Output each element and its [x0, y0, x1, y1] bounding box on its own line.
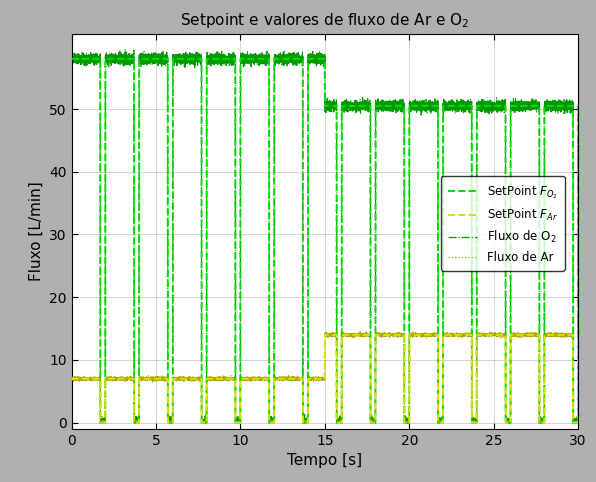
- Y-axis label: Fluxo [L/min]: Fluxo [L/min]: [29, 182, 44, 281]
- Title: Setpoint e valores de fluxo de Ar e O$_2$: Setpoint e valores de fluxo de Ar e O$_2…: [180, 12, 470, 30]
- X-axis label: Tempo [s]: Tempo [s]: [287, 454, 362, 469]
- Legend: SetPoint $F_{O_2}$, SetPoint $F_{Ar}$, Fluxo de O$_2$, Fluxo de Ar: SetPoint $F_{O_2}$, SetPoint $F_{Ar}$, F…: [440, 176, 564, 271]
